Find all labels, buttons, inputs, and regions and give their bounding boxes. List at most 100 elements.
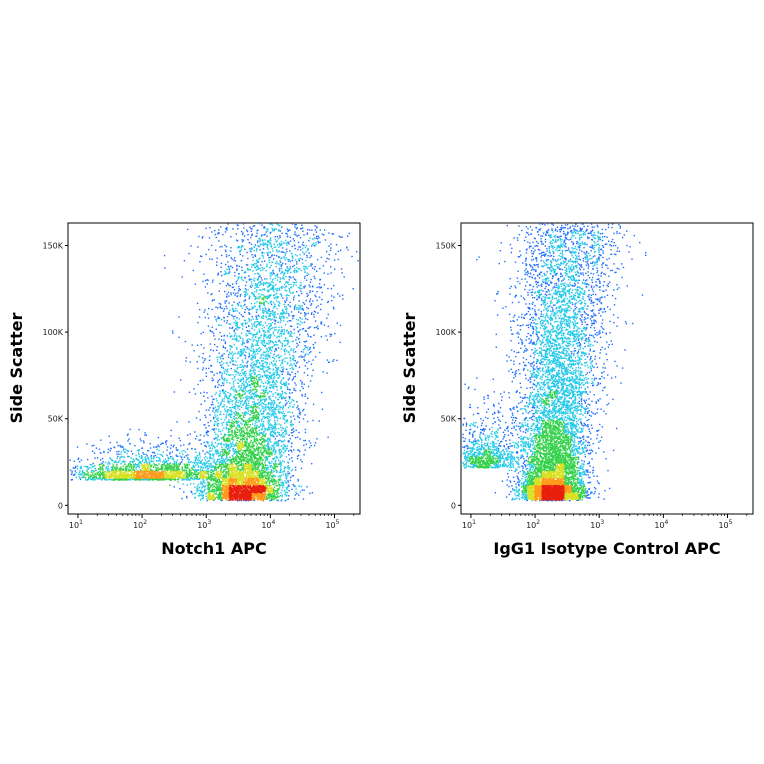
event-dot — [252, 270, 253, 271]
event-dot — [278, 229, 279, 230]
event-dot — [289, 458, 290, 459]
event-dot — [233, 322, 234, 323]
event-dot — [230, 394, 231, 395]
event-dot — [256, 286, 257, 287]
event-dot — [228, 419, 229, 420]
event-dot — [271, 385, 272, 386]
event-dot — [307, 354, 308, 355]
event-dot — [274, 382, 275, 383]
event-dot — [303, 242, 304, 243]
event-dot — [282, 310, 283, 311]
event-dot — [295, 304, 296, 305]
event-dot — [268, 241, 269, 242]
event-dot — [229, 333, 230, 334]
event-dot — [220, 358, 221, 359]
event-dot — [107, 463, 108, 464]
event-dot — [235, 370, 236, 371]
event-dot — [162, 461, 163, 462]
event-dot — [120, 446, 121, 447]
event-dot — [71, 472, 72, 473]
event-dot — [190, 361, 191, 362]
event-dot — [263, 330, 264, 331]
event-dot — [240, 254, 241, 255]
event-dot — [286, 393, 287, 394]
event-dot — [270, 337, 271, 338]
event-dot — [274, 247, 275, 248]
event-dot — [203, 435, 204, 436]
event-dot — [269, 355, 270, 356]
event-dot — [276, 275, 277, 276]
event-dot — [233, 386, 234, 387]
event-dot — [282, 448, 283, 449]
event-dot — [198, 490, 199, 491]
event-dot — [186, 496, 187, 497]
event-dot — [244, 277, 245, 278]
event-dot — [291, 443, 292, 444]
event-dot — [255, 334, 256, 335]
event-dot — [212, 404, 213, 405]
event-dot — [247, 335, 248, 336]
event-dot — [146, 434, 147, 435]
event-dot — [195, 438, 196, 439]
event-dot — [276, 349, 277, 350]
event-dot — [316, 227, 317, 228]
event-dot — [121, 463, 122, 464]
event-dot — [220, 405, 221, 406]
event-dot — [222, 399, 223, 400]
event-dot — [275, 284, 276, 285]
event-dot — [250, 269, 251, 270]
event-dot — [273, 333, 274, 334]
event-dot — [158, 460, 159, 461]
event-dot — [301, 318, 302, 319]
event-dot — [81, 466, 82, 467]
event-dot — [240, 381, 241, 382]
event-dot — [285, 282, 286, 283]
event-dot — [305, 429, 306, 430]
event-dot — [246, 362, 247, 363]
event-dot — [286, 369, 287, 370]
event-dot — [211, 442, 212, 443]
event-dot — [181, 451, 182, 452]
event-dot — [272, 414, 273, 415]
event-dot — [204, 462, 205, 463]
event-dot — [249, 319, 250, 320]
event-dot — [284, 329, 285, 330]
event-dot — [219, 379, 220, 380]
event-dot — [190, 461, 191, 462]
event-dot — [254, 303, 255, 304]
event-dot — [279, 397, 280, 398]
event-dot — [304, 322, 305, 323]
event-dot — [294, 307, 295, 308]
event-dot — [230, 324, 231, 325]
event-dot — [242, 234, 243, 235]
event-dot — [274, 323, 275, 324]
event-dot — [299, 356, 300, 357]
event-dot — [88, 478, 89, 479]
event-dot — [249, 227, 250, 228]
event-dot — [208, 325, 209, 326]
event-dot — [258, 408, 259, 409]
event-dot — [260, 425, 261, 426]
event-dot — [220, 371, 221, 372]
event-dot — [275, 348, 276, 349]
event-dot — [226, 300, 227, 301]
event-dot — [261, 360, 262, 361]
event-dot — [299, 451, 300, 452]
event-dot — [277, 244, 278, 245]
event-dot — [277, 274, 278, 275]
event-dot — [183, 491, 184, 492]
event-dot — [269, 413, 270, 414]
event-dot — [289, 398, 290, 399]
event-dot — [238, 402, 239, 403]
event-dot — [295, 360, 296, 361]
event-dot — [297, 405, 298, 406]
event-dot — [265, 322, 266, 323]
event-dot — [278, 399, 279, 400]
event-dot — [207, 458, 208, 459]
event-dot — [220, 500, 221, 501]
event-dot — [233, 381, 234, 382]
event-dot — [305, 285, 306, 286]
event-dot — [209, 453, 210, 454]
event-dot — [249, 349, 250, 350]
event-dot — [280, 388, 281, 389]
